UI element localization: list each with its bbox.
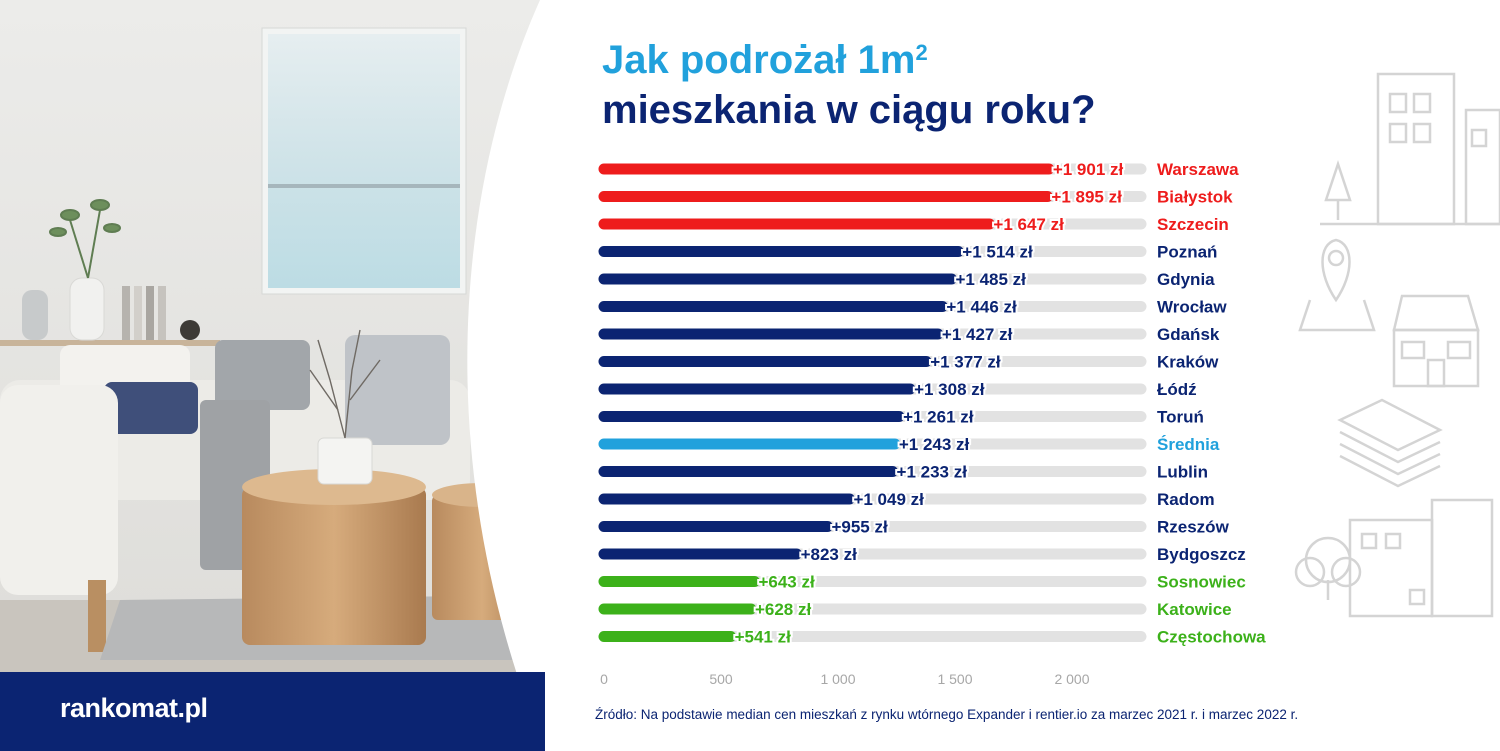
- x-tick-label: 1 000: [820, 671, 855, 687]
- x-tick-label: 500: [709, 671, 733, 687]
- category-label: Łódź: [1157, 380, 1197, 399]
- data-label: +541 zł: [735, 628, 792, 647]
- money-stack-icon: [1337, 398, 1443, 488]
- category-label: Średnia: [1157, 435, 1220, 454]
- category-label: Gdynia: [1157, 270, 1215, 289]
- brand-logo: rankomat.pl: [60, 693, 208, 723]
- city-line-art-icons: [1294, 72, 1500, 618]
- map-pin-icon: [1298, 238, 1376, 332]
- data-label: +643 zł: [758, 573, 815, 592]
- source-note: Źródło: Na podstawie median cen mieszkań…: [595, 707, 1299, 722]
- data-label: +1 427 zł: [942, 325, 1013, 344]
- data-label: +1 446 zł: [946, 298, 1017, 317]
- category-label: Kraków: [1157, 353, 1219, 372]
- data-label: +1 485 zł: [955, 270, 1026, 289]
- data-label: +1 647 zł: [993, 215, 1064, 234]
- data-label: +1 261 zł: [903, 408, 974, 427]
- building-icon: [1320, 72, 1500, 226]
- data-label: +1 308 zł: [914, 380, 985, 399]
- category-label: Bydgoszcz: [1157, 545, 1246, 564]
- title-superscript: 2: [915, 40, 928, 65]
- category-label: Sosnowiec: [1157, 573, 1246, 592]
- data-label: +1 243 zł: [899, 435, 970, 454]
- data-label: +1 895 zł: [1051, 188, 1122, 207]
- chart-title-line2: mieszkania w ciągu roku?: [602, 88, 1096, 132]
- x-tick-label: 0: [600, 671, 608, 687]
- data-label: +1 514 zł: [962, 243, 1033, 262]
- x-tick-label: 2 000: [1054, 671, 1089, 687]
- category-label: Białystok: [1157, 188, 1233, 207]
- category-label: Szczecin: [1157, 215, 1229, 234]
- data-label: +1 901 zł: [1053, 160, 1124, 179]
- data-label: +823 zł: [801, 545, 858, 564]
- category-label: Toruń: [1157, 408, 1204, 427]
- data-label: +955 zł: [831, 518, 888, 537]
- chart-title-line1: Jak podrożał 1m2: [602, 38, 928, 83]
- category-label: Wrocław: [1157, 298, 1227, 317]
- living-room-photo: [0, 0, 560, 751]
- data-label: +1 049 zł: [853, 490, 924, 509]
- house-icon: [1392, 294, 1480, 388]
- x-tick-label: 1 500: [937, 671, 972, 687]
- brand-bar: [0, 672, 545, 751]
- tree-building-icon: [1294, 498, 1494, 618]
- category-label: Częstochowa: [1157, 628, 1266, 647]
- category-label: Warszawa: [1157, 160, 1239, 179]
- category-label: Lublin: [1157, 463, 1208, 482]
- data-label: +1 233 zł: [897, 463, 968, 482]
- category-label: Katowice: [1157, 600, 1232, 619]
- title-text: Jak podrożał 1m: [602, 38, 916, 82]
- category-label: Poznań: [1157, 243, 1217, 262]
- data-label: +1 377 zł: [930, 353, 1001, 372]
- category-label: Radom: [1157, 490, 1215, 509]
- data-label: +628 zł: [755, 600, 812, 619]
- category-label: Gdańsk: [1157, 325, 1220, 344]
- category-label: Rzeszów: [1157, 518, 1230, 537]
